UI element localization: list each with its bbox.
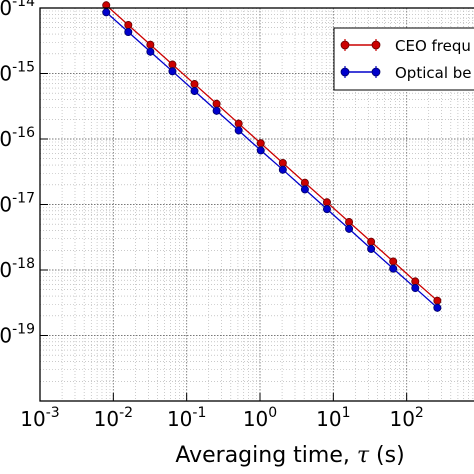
x-tick-label: 10-2	[94, 405, 133, 431]
data-point	[146, 40, 155, 49]
series-layer	[102, 1, 442, 312]
data-point	[234, 119, 243, 128]
x-tick-base: 10	[167, 407, 192, 431]
y-tick-label: 10-16	[0, 125, 35, 151]
data-point	[322, 198, 331, 207]
y-tick-base: 10	[0, 127, 12, 151]
legend-marker-optical-left	[340, 67, 350, 77]
y-tick-label: 10-15	[0, 60, 35, 86]
data-point	[102, 8, 111, 17]
y-tick-label: 10-14	[0, 0, 35, 20]
x-axis-label-symbol: τ	[357, 443, 370, 468]
data-point	[389, 257, 398, 266]
legend-box	[333, 27, 474, 91]
data-point	[124, 21, 133, 30]
x-axis-label: Averaging time, τ (s)	[175, 443, 404, 468]
data-point	[190, 80, 199, 89]
y-tick-base: 10	[0, 324, 12, 348]
x-tick-base: 10	[20, 407, 45, 431]
x-tick-exponent: 2	[415, 405, 424, 421]
series-line	[105, 11, 438, 309]
x-tick-exponent: -1	[192, 405, 206, 421]
x-axis-label-unit: (s)	[369, 443, 405, 468]
legend-marker-optical-right	[371, 67, 381, 77]
y-tick-labels: 10-1410-1510-1610-1710-1810-19	[0, 0, 48, 348]
legend-entry-optical: Optical be	[340, 64, 472, 82]
y-tick-exponent: -19	[12, 322, 35, 338]
data-point	[124, 28, 133, 37]
y-tick-label: 10-18	[0, 256, 35, 282]
data-point	[300, 185, 309, 194]
legend-marker-ceo-left	[340, 40, 350, 50]
y-tick-exponent: -18	[12, 256, 35, 272]
series-optical	[102, 8, 442, 312]
data-point	[256, 139, 265, 148]
x-tick-exponent: -2	[119, 405, 133, 421]
x-tick-label: 100	[243, 405, 277, 431]
x-tick-exponent: -3	[46, 405, 60, 421]
y-tick-exponent: -14	[12, 0, 35, 10]
x-tick-base: 10	[389, 407, 414, 431]
data-point	[367, 244, 376, 253]
y-tick-base: 10	[0, 0, 12, 20]
legend-label-optical: Optical be	[395, 64, 472, 82]
data-point	[300, 178, 309, 187]
data-point	[367, 237, 376, 246]
x-tick-exponent: 1	[342, 405, 351, 421]
legend-marker-ceo-right	[371, 40, 381, 50]
y-tick-exponent: -17	[12, 191, 35, 207]
data-point	[322, 205, 331, 214]
data-point	[256, 146, 265, 155]
x-tick-label: 102	[389, 405, 423, 431]
x-tick-exponent: 0	[268, 405, 277, 421]
x-tick-base: 10	[316, 407, 341, 431]
data-point	[433, 303, 442, 312]
x-tick-label: 101	[316, 405, 350, 431]
series-ceo	[102, 1, 442, 305]
legend-label-ceo: CEO frequ	[395, 37, 471, 55]
x-tick-label: 10-1	[167, 405, 206, 431]
x-tick-labels: 10-3 10-2 10-1 100 101 102	[20, 393, 424, 431]
data-point	[190, 87, 199, 96]
y-tick-label: 10-19	[0, 322, 35, 348]
y-tick-base: 10	[0, 193, 12, 217]
data-point	[168, 67, 177, 76]
x-tick-label: 10-3	[20, 405, 59, 431]
data-point	[146, 47, 155, 56]
data-point	[345, 224, 354, 233]
y-tick-base: 10	[0, 62, 12, 86]
legend: CEO frequ Optical be	[333, 27, 474, 91]
y-tick-exponent: -15	[12, 60, 35, 76]
legend-entry-ceo: CEO frequ	[340, 37, 471, 55]
data-point	[411, 284, 420, 293]
data-point	[389, 264, 398, 273]
data-point	[212, 99, 221, 108]
data-point	[168, 60, 177, 69]
data-point	[433, 296, 442, 305]
series-line	[105, 4, 438, 302]
data-point	[212, 106, 221, 115]
y-tick-base: 10	[0, 258, 12, 282]
x-axis-label-text: Averaging time,	[175, 443, 357, 468]
data-point	[234, 126, 243, 135]
y-tick-label: 10-17	[0, 191, 35, 217]
data-point	[278, 165, 287, 174]
x-tick-base: 10	[94, 407, 119, 431]
y-tick-exponent: -16	[12, 125, 35, 141]
data-point	[411, 277, 420, 286]
data-point	[278, 159, 287, 168]
data-point	[345, 218, 354, 227]
x-tick-base: 10	[243, 407, 268, 431]
